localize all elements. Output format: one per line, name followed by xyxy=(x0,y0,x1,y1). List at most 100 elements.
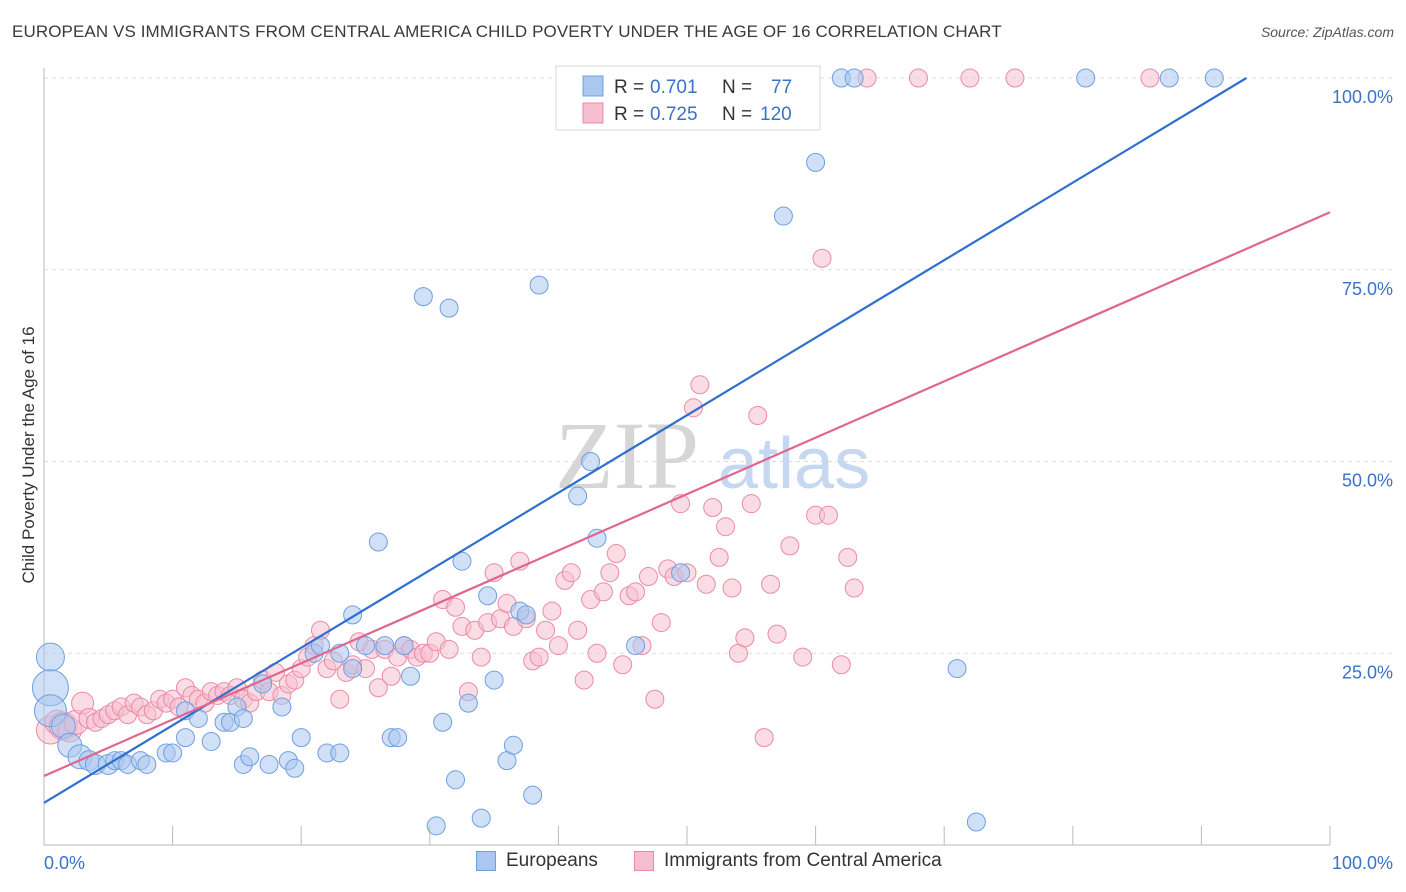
immigrants-point xyxy=(1005,68,1025,88)
legend-r-label-1: R = xyxy=(614,77,644,98)
immigrants-point xyxy=(638,567,658,587)
europeans-point xyxy=(388,728,408,748)
immigrants-point xyxy=(1140,68,1160,88)
immigrants-point xyxy=(529,647,549,667)
chart-title: EUROPEAN VS IMMIGRANTS FROM CENTRAL AMER… xyxy=(12,22,1002,41)
immigrants-point xyxy=(722,578,742,598)
europeans-point xyxy=(516,605,536,625)
europeans-point xyxy=(446,770,466,790)
immigrants-point xyxy=(960,68,980,88)
europeans-point xyxy=(356,636,375,656)
immigrants-point xyxy=(368,678,388,698)
immigrants-point xyxy=(626,582,646,602)
legend-item-europeans: Europeans xyxy=(476,850,598,872)
europeans-point xyxy=(426,816,446,836)
europeans-point xyxy=(343,659,363,679)
immigrants-point xyxy=(574,670,594,690)
europeans-point xyxy=(137,754,157,774)
immigrants-point xyxy=(761,574,781,594)
tick-labels: 25.0% 50.0% 75.0% 100.0% 0.0% 100.0% xyxy=(44,87,1393,873)
legend-r-label-2: R = xyxy=(614,104,644,125)
europeans-point xyxy=(35,642,65,672)
immigrants-point xyxy=(568,620,588,640)
europeans-point xyxy=(966,812,986,832)
immigrants-point xyxy=(651,613,671,633)
immigrants-point xyxy=(709,547,729,567)
europeans-point xyxy=(375,636,395,656)
legend-label-europeans: Europeans xyxy=(506,850,598,871)
immigrants-point xyxy=(548,636,568,656)
europeans-point xyxy=(439,298,459,318)
legend-swatch-europeans xyxy=(582,75,604,97)
europeans-point xyxy=(272,697,292,717)
immigrants-point xyxy=(645,689,665,709)
immigrants-point xyxy=(754,728,774,748)
legend-bottom: Europeans Immigrants from Central Americ… xyxy=(0,850,1406,880)
europeans-point xyxy=(259,754,279,774)
legend-swatch-immigrants xyxy=(582,102,604,124)
immigrants-point xyxy=(439,639,459,659)
immigrants-point xyxy=(471,647,491,667)
legend-swatch-europeans-bottom xyxy=(476,851,496,871)
immigrants-point xyxy=(908,68,928,88)
europeans-point xyxy=(368,532,388,552)
immigrants-point xyxy=(600,563,620,583)
watermark: ZIP atlas xyxy=(555,402,870,509)
immigrants-point xyxy=(831,655,851,675)
legend-swatch-immigrants-bottom xyxy=(634,851,654,871)
y-axis-label: Child Poverty Under the Age of 16 xyxy=(19,326,38,583)
immigrants-point xyxy=(696,574,716,594)
legend-r-value-1: 0.701 xyxy=(650,77,698,98)
watermark-atlas: atlas xyxy=(718,424,870,504)
immigrants-point xyxy=(735,628,755,648)
europeans-point xyxy=(452,551,472,571)
immigrants-point xyxy=(446,597,466,617)
europeans-point xyxy=(163,743,183,763)
europeans-point xyxy=(806,152,826,172)
immigrants-point xyxy=(542,601,562,621)
europeans-point xyxy=(291,728,311,748)
immigrants-point xyxy=(587,643,607,663)
europeans-point xyxy=(1204,68,1224,88)
grid-lines xyxy=(44,77,1395,654)
legend-n-label-1: N = xyxy=(722,77,752,98)
x-tick-label-min: 0.0% xyxy=(44,853,85,873)
europeans-point xyxy=(581,452,601,471)
immigrants-point xyxy=(330,689,350,709)
immigrants-point xyxy=(613,655,633,675)
immigrants-point xyxy=(703,498,723,518)
immigrants-point xyxy=(536,620,556,640)
europeans-point xyxy=(626,636,646,656)
immigrants-point xyxy=(561,563,581,583)
europeans-point xyxy=(233,708,253,728)
immigrants-point xyxy=(606,544,626,564)
legend-n-label-2: N = xyxy=(722,104,752,125)
europeans-point xyxy=(523,785,543,805)
legend-label-immigrants: Immigrants from Central America xyxy=(664,850,942,871)
y-tick-label: 75.0% xyxy=(1342,279,1393,299)
europeans-point xyxy=(433,712,453,732)
europeans-point xyxy=(175,728,195,748)
y-tick-label: 50.0% xyxy=(1342,471,1393,491)
y-tick-label: 100.0% xyxy=(1332,87,1393,107)
europeans-point xyxy=(503,735,523,755)
immigrants-point xyxy=(780,536,800,556)
immigrants-trendline xyxy=(43,211,1331,777)
europeans-point xyxy=(458,693,478,713)
series-europeans-points xyxy=(31,68,1224,836)
legend-n-value-2: 120 xyxy=(760,104,792,125)
europeans-point xyxy=(773,206,793,226)
y-tick-label: 25.0% xyxy=(1342,662,1393,682)
europeans-point xyxy=(568,486,588,506)
europeans-point xyxy=(1076,68,1096,88)
europeans-trendline xyxy=(43,77,1247,804)
europeans-point xyxy=(671,563,691,583)
immigrants-point xyxy=(838,547,858,567)
europeans-point xyxy=(471,808,491,828)
legend-item-immigrants: Immigrants from Central America xyxy=(634,850,942,872)
europeans-point xyxy=(201,731,221,751)
immigrants-point xyxy=(812,248,832,268)
immigrants-point xyxy=(844,578,864,598)
europeans-point xyxy=(844,68,864,88)
